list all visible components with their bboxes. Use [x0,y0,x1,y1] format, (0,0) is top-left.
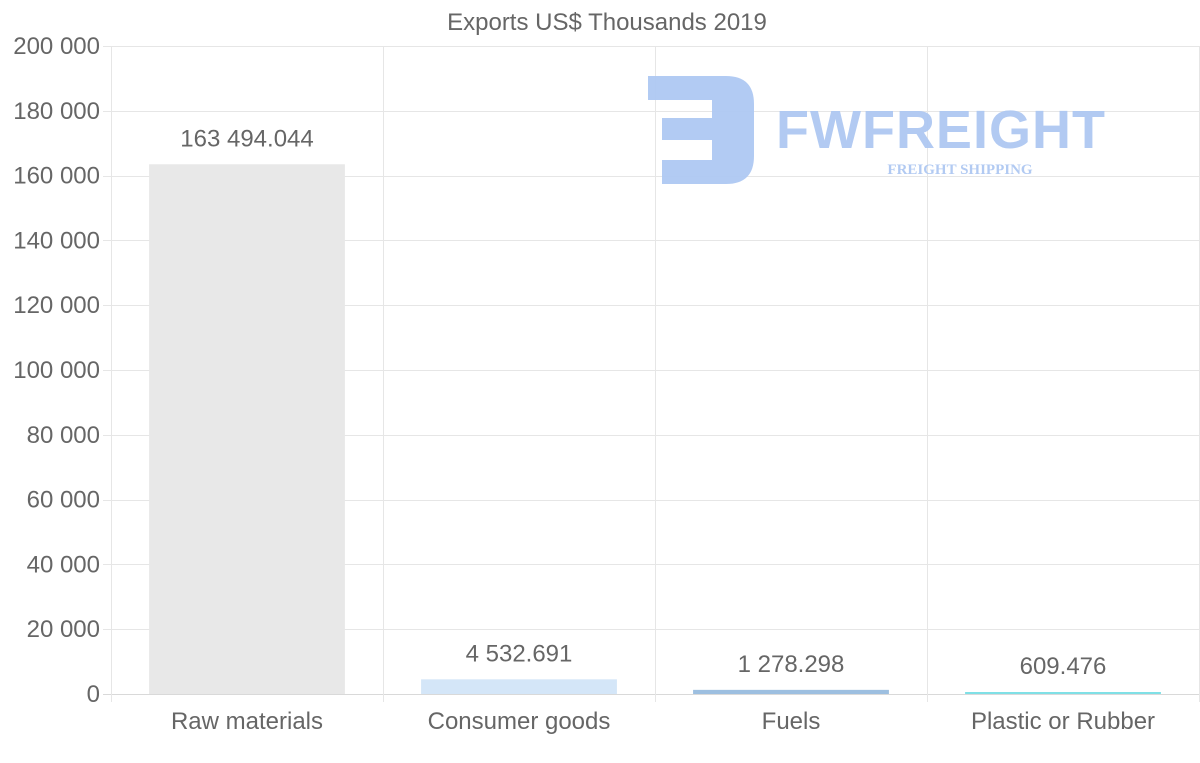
watermark-tagline-text: FREIGHT SHIPPING [887,162,1032,178]
bar[interactable] [149,164,345,694]
x-axis-categories: Raw materials Consumer goods Fuels Plastic … [171,708,1155,735]
data-label: 163 494.044 [180,125,313,152]
watermark-brand-text: FWFREIGHT [776,100,1106,160]
bars [149,164,1161,694]
y-tick-label: 160 000 [13,163,100,190]
x-category-label: Fuels [762,708,821,735]
y-tick-label: 200 000 [13,33,100,60]
y-tick-label: 120 000 [13,292,100,319]
x-category-label: Raw materials [171,708,323,735]
chart-title: Exports US$ Thousands 2019 [447,9,767,36]
data-label: 609.476 [1020,653,1107,680]
y-tick-label: 0 [87,681,100,708]
data-label: 4 532.691 [466,640,573,667]
data-labels: 163 494.044 4 532.691 1 278.298 609.476 [180,125,1106,680]
data-label: 1 278.298 [738,651,845,678]
watermark-logo: FWFREIGHT FREIGHT SHIPPING [648,76,1106,184]
y-axis-ticks: 0 20 000 40 000 60 000 80 000 100 000 120 000 1… [13,33,100,708]
bar[interactable] [421,679,617,694]
fw-logo-icon [648,76,754,184]
bar[interactable] [965,692,1161,694]
x-category-label: Consumer goods [428,708,611,735]
bar[interactable] [693,689,889,694]
y-tick-label: 80 000 [27,422,100,449]
y-tick-label: 40 000 [27,551,100,578]
y-tick-label: 180 000 [13,98,100,125]
y-tick-label: 100 000 [13,357,100,384]
y-tick-label: 140 000 [13,227,100,254]
y-tick-label: 60 000 [27,487,100,514]
x-category-label: Plastic or Rubber [971,708,1155,735]
y-tick-label: 20 000 [27,616,100,643]
